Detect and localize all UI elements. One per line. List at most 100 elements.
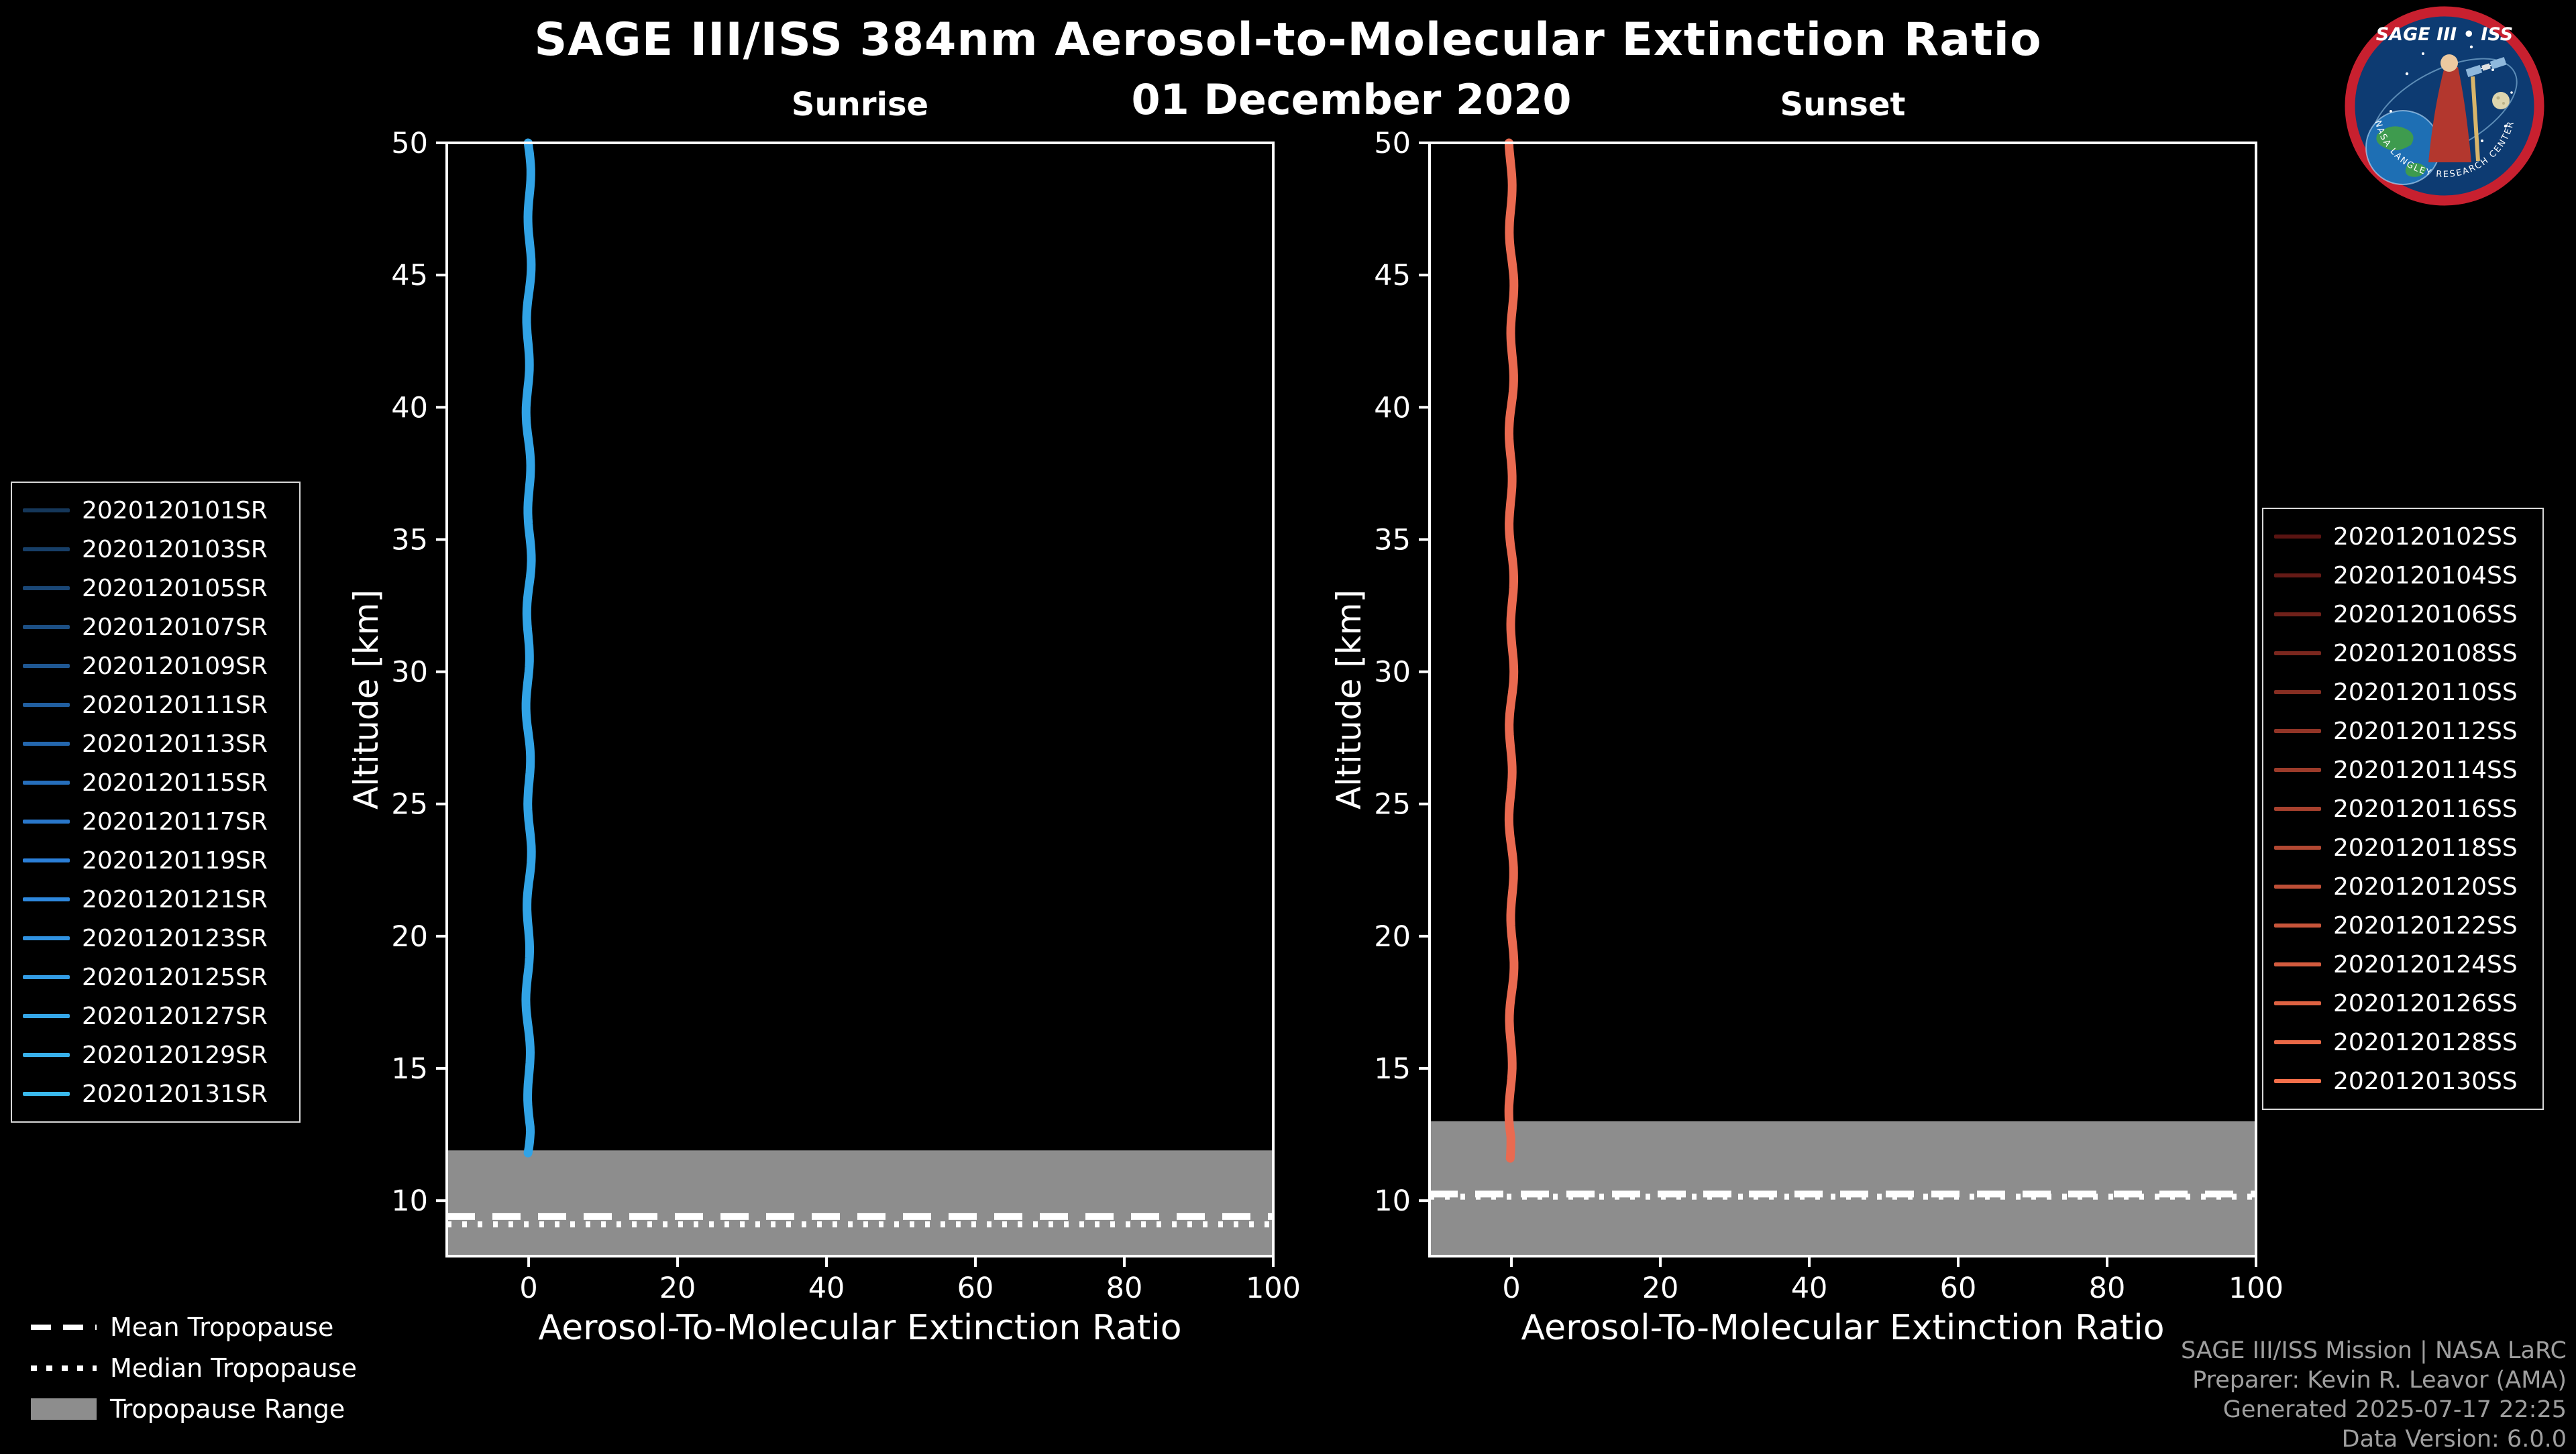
page-title: SAGE III/ISS 384nm Aerosol-to-Molecular … [534,13,2042,66]
legend-event-label: 2020120122SS [2333,911,2518,940]
legend-entry: 2020120102SS [2274,517,2532,556]
plot-border [1428,142,2257,1257]
legend-entry: 2020120111SR [23,685,288,724]
legend-event-label: 2020120105SR [82,574,268,602]
sunset-panel-title: Sunset [1780,86,1906,123]
legend-event-label: 2020120109SR [82,652,268,680]
legend-event-label: 2020120116SS [2333,795,2518,823]
legend-entry: 2020120115SR [23,763,288,802]
x-tick-label: 100 [2229,1272,2284,1305]
mean-tropopause-legend-item: Mean Tropopause [31,1306,357,1347]
legend-entry: 2020120117SR [23,802,288,841]
footer-preparer-line: Preparer: Kevin R. Leavor (AMA) [2192,1367,2567,1394]
legend-entry: 2020120101SR [23,491,288,530]
legend-entry: 2020120110SS [2274,673,2532,712]
logo-iss-satellite [2465,57,2507,77]
legend-entry: 2020120105SR [23,569,288,608]
legend-event-label: 2020120118SS [2333,834,2518,862]
legend-line-swatch [23,858,70,862]
legend-entry: 2020120130SS [2274,1062,2532,1101]
legend-entry: 2020120129SR [23,1036,288,1074]
legend-line-swatch [23,586,70,590]
date-subtitle: 01 December 2020 [1131,75,1572,124]
y-tick-label: 45 [1374,259,1411,292]
legend-event-label: 2020120110SS [2333,678,2518,706]
legend-entry: 2020120107SR [23,608,288,647]
legend-entry: 2020120116SS [2274,789,2532,828]
x-tick-label: 80 [1106,1272,1143,1305]
legend-line-swatch [23,897,70,901]
legend-event-label: 2020120104SS [2333,561,2518,590]
tropopause-range-band [1430,1121,2256,1256]
legend-event-label: 2020120102SS [2333,522,2518,551]
legend-event-label: 2020120121SR [82,885,268,913]
y-tick-label: 45 [391,259,428,292]
y-tick-label: 35 [1374,523,1411,557]
legend-event-label: 2020120129SR [82,1041,268,1069]
legend-line-swatch [2274,690,2321,694]
tropopause-range-swatch [31,1398,97,1420]
legend-line-swatch [2274,768,2321,772]
legend-event-label: 2020120112SS [2333,717,2518,745]
x-tick-label: 60 [957,1272,994,1305]
legend-line-swatch [23,1053,70,1057]
tropopause-range-legend-item: Tropopause Range [31,1388,357,1429]
legend-event-label: 2020120125SR [82,963,268,991]
extinction-profile-line [1504,138,1519,1163]
legend-event-label: 2020120119SR [82,846,268,875]
legend-line-swatch [23,664,70,668]
legend-line-swatch [23,742,70,746]
y-tick-label: 20 [391,920,428,954]
x-tick-label: 40 [808,1272,845,1305]
legend-event-label: 2020120123SR [82,924,268,952]
mean-tropopause-dashed-swatch [31,1324,97,1330]
legend-event-label: 2020120114SS [2333,756,2518,784]
legend-line-swatch [23,1092,70,1096]
logo-sage-figure [2428,54,2480,162]
legend-line-swatch [2274,612,2321,616]
y-tick-label: 35 [391,523,428,557]
y-tick-label: 40 [391,391,428,425]
legend-entry: 2020120128SS [2274,1023,2532,1062]
footer-version-line: Data Version: 6.0.0 [2341,1426,2567,1453]
footer-mission-line: SAGE III/ISS Mission | NASA LaRC [2181,1337,2567,1364]
legend-line-swatch [2274,729,2321,733]
x-tick-label: 20 [1642,1272,1679,1305]
y-tick-label: 25 [391,788,428,822]
legend-entry: 2020120113SR [23,724,288,763]
legend-entry: 2020120106SS [2274,595,2532,634]
legend-line-swatch [2274,962,2321,966]
legend-line-swatch [2274,807,2321,811]
legend-event-label: 2020120111SR [82,691,268,719]
logo-moon [2492,92,2510,109]
x-tick-label: 100 [1246,1272,1301,1305]
legend-line-swatch [2274,651,2321,655]
x-tick-label: 0 [1502,1272,1520,1305]
legend-event-label: 2020120101SR [82,496,268,524]
x-tick-label: 20 [659,1272,696,1305]
legend-entry: 2020120121SR [23,880,288,919]
legend-event-label: 2020120120SS [2333,873,2518,901]
legend-line-swatch [2274,924,2321,928]
x-tick-label: 60 [1940,1272,1977,1305]
sunrise-event-legend: 2020120101SR 2020120103SR 2020120105SR 2020… [11,482,301,1123]
sunrise-plot-area: 10 15 20 25 30 35 40 45 50 0 20 40 60 80 100 [391,127,1301,1305]
legend-entry: 2020120114SS [2274,750,2532,789]
legend-entry: 2020120104SS [2274,556,2532,595]
legend-line-swatch [2274,1001,2321,1005]
mean-tropopause-label: Mean Tropopause [110,1312,334,1342]
mission-patch-svg: SAGE III • ISS NASA LANGLEY RESEARCH CEN… [2345,6,2544,206]
legend-event-label: 2020120127SR [82,1002,268,1030]
legend-line-swatch [23,1014,70,1018]
x-tick-label: 80 [2089,1272,2126,1305]
legend-entry: 2020120120SS [2274,867,2532,906]
legend-line-swatch [2274,1040,2321,1044]
legend-entry: 2020120118SS [2274,828,2532,867]
sunset-event-legend: 2020120102SS 2020120104SS 2020120106SS 2020… [2262,508,2544,1110]
legend-line-swatch [23,936,70,940]
sunrise-panel-title: Sunrise [791,86,929,123]
legend-line-swatch [2274,846,2321,850]
footer-generated-line: Generated 2025-07-17 22:25 [2222,1396,2567,1423]
legend-line-swatch [23,625,70,629]
legend-entry: 2020120131SR [23,1074,288,1113]
